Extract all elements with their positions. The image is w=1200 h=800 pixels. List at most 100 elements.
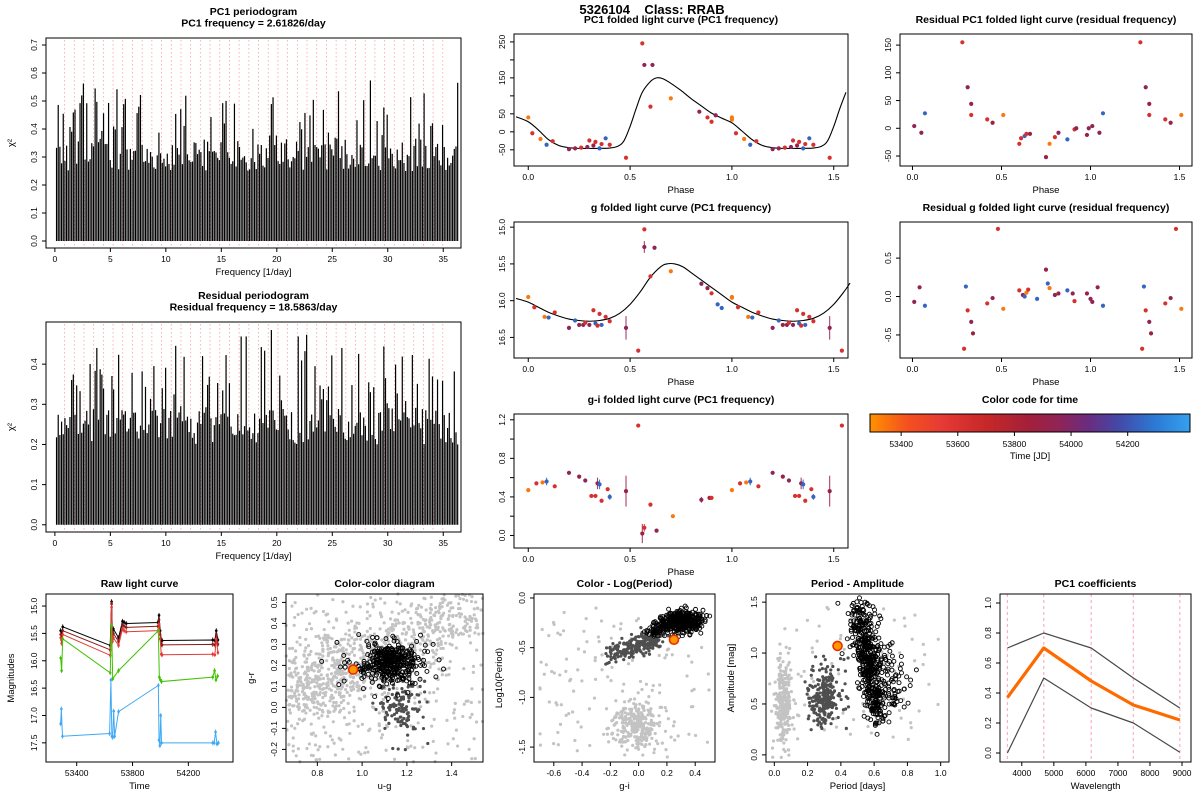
- svg-text:17.5: 17.5: [29, 734, 39, 751]
- time-colorbar-legend: Color code for time 53400 53600 53800 54000 5…: [856, 392, 1200, 469]
- svg-text:0.0: 0.0: [907, 172, 919, 182]
- svg-text:16.0: 16.0: [497, 292, 507, 309]
- svg-text:Phase: Phase: [668, 567, 695, 578]
- svg-text:0.4: 0.4: [689, 768, 701, 778]
- svg-text:PC1 folded light curve (PC1 fr: PC1 folded light curve (PC1 frequency): [584, 14, 778, 26]
- svg-text:15.5: 15.5: [497, 255, 507, 272]
- svg-text:0.3: 0.3: [269, 638, 279, 650]
- svg-text:0.2: 0.2: [29, 179, 39, 191]
- svg-text:-50: -50: [883, 150, 893, 163]
- svg-text:16.5: 16.5: [497, 329, 507, 346]
- svg-text:Phase: Phase: [668, 185, 695, 196]
- svg-text:0.0: 0.0: [633, 768, 645, 778]
- svg-text:50: 50: [497, 109, 507, 119]
- svg-text:15.0: 15.0: [497, 219, 507, 236]
- svg-text:15: 15: [217, 254, 227, 264]
- svg-text:17.0: 17.0: [29, 707, 39, 724]
- svg-text:16.0: 16.0: [29, 652, 39, 669]
- svg-text:0.5: 0.5: [29, 95, 39, 107]
- panel-residual-periodogram: Residual periodogram Residual frequency =…: [2, 288, 468, 573]
- svg-text:1.5: 1.5: [1174, 364, 1186, 374]
- svg-text:0.5: 0.5: [624, 554, 636, 564]
- svg-text:0.6: 0.6: [29, 67, 39, 79]
- svg-text:Color code for time: Color code for time: [982, 394, 1078, 406]
- svg-text:0.8: 0.8: [311, 768, 323, 778]
- svg-text:0.0: 0.0: [269, 701, 279, 713]
- svg-text:Residual PC1 folded light curv: Residual PC1 folded light curve (residua…: [916, 14, 1177, 26]
- gi-folded-chart: g-i folded light curve (PC1 frequency) 0.…: [497, 394, 849, 578]
- svg-text:0.5: 0.5: [269, 596, 279, 608]
- pc1-folded-chart: PC1 folded light curve (PC1 frequency) 0.…: [497, 14, 849, 196]
- svg-text:g-i: g-i: [619, 781, 630, 792]
- panel-pc1-periodogram: PC1 periodogram PC1 frequency = 2.61826/d…: [2, 4, 468, 289]
- panel-color-logperiod: Color - Log(Period) -0.6 -0.4 -0.2 0.0 0.2 0.4…: [490, 576, 722, 800]
- svg-text:20: 20: [272, 254, 282, 264]
- svg-text:5: 5: [108, 538, 113, 548]
- svg-text:30: 30: [383, 254, 393, 264]
- svg-text:0.3: 0.3: [29, 151, 39, 163]
- svg-text:Residual frequency = 18.5863/d: Residual frequency = 18.5863/day: [170, 302, 338, 314]
- svg-text:u-g: u-g: [378, 781, 392, 792]
- svg-text:0.7: 0.7: [29, 39, 39, 51]
- svg-text:0.3: 0.3: [29, 398, 39, 410]
- svg-text:-50: -50: [497, 143, 507, 156]
- svg-text:Phase: Phase: [1033, 377, 1060, 388]
- svg-text:Color - Log(Period): Color - Log(Period): [577, 578, 673, 590]
- svg-text:0.0: 0.0: [29, 519, 39, 531]
- svg-text:0.4: 0.4: [29, 123, 39, 135]
- svg-text:Frequency [1/day]: Frequency [1/day]: [215, 267, 291, 278]
- svg-text:0.4: 0.4: [497, 491, 507, 503]
- svg-text:10: 10: [161, 254, 171, 264]
- res-pc1-folded-chart: Residual PC1 folded light curve (residua…: [883, 14, 1193, 196]
- svg-text:30: 30: [383, 538, 393, 548]
- svg-text:1.2: 1.2: [497, 414, 507, 426]
- svg-text:0: 0: [497, 129, 507, 134]
- svg-text:-0.2: -0.2: [269, 742, 279, 757]
- svg-text:-0.6: -0.6: [546, 768, 561, 778]
- svg-text:0: 0: [53, 538, 58, 548]
- svg-text:20: 20: [272, 538, 282, 548]
- svg-text:0.8: 0.8: [497, 452, 507, 464]
- svg-text:Phase: Phase: [668, 377, 695, 388]
- svg-text:1.0: 1.0: [726, 554, 738, 564]
- res-g-folded-chart: Residual g folded light curve (residual …: [883, 202, 1193, 388]
- svg-text:15.5: 15.5: [29, 625, 39, 642]
- svg-text:χ²: χ²: [6, 423, 17, 431]
- svg-text:0.0: 0.0: [497, 529, 507, 541]
- svg-text:1.0: 1.0: [726, 364, 738, 374]
- svg-text:1.2: 1.2: [401, 768, 413, 778]
- svg-text:54000: 54000: [1059, 439, 1083, 449]
- svg-text:35: 35: [439, 254, 449, 264]
- panel-pc1-folded-light-curve: PC1 folded light curve (PC1 frequency) 0.…: [472, 12, 856, 201]
- svg-text:Time [JD]: Time [JD]: [1010, 451, 1050, 462]
- svg-text:50: 50: [883, 96, 893, 106]
- panel-color-color-diagram: Color-color diagram 0.8 1.0 1.2 1.4 -0.2 -0.1 0…: [242, 576, 490, 800]
- svg-text:Frequency [1/day]: Frequency [1/day]: [215, 551, 291, 562]
- svg-text:PC1 frequency = 2.61826/day: PC1 frequency = 2.61826/day: [181, 18, 326, 30]
- svg-text:Residual g folded light curve: Residual g folded light curve (residual …: [923, 202, 1170, 214]
- svg-text:1.5: 1.5: [828, 364, 840, 374]
- svg-text:0: 0: [883, 126, 893, 131]
- panel-g-folded-light-curve: g folded light curve (PC1 frequency) 0.0 0…: [472, 200, 856, 393]
- svg-text:25: 25: [328, 538, 338, 548]
- svg-text:54200: 54200: [177, 768, 201, 778]
- svg-text:0.4: 0.4: [29, 358, 39, 370]
- svg-text:Log10(Period): Log10(Period): [494, 648, 505, 708]
- panel-raw-light-curve: Raw light curve 53400 53800 54200 15.0 15.5 16…: [2, 576, 240, 800]
- color-logperiod-chart: Color - Log(Period) -0.6 -0.4 -0.2 0.0 0.2 0.4…: [494, 578, 716, 792]
- svg-text:35: 35: [439, 538, 449, 548]
- svg-text:150: 150: [883, 38, 893, 52]
- svg-text:0.0: 0.0: [883, 290, 893, 302]
- svg-text:0.1: 0.1: [29, 207, 39, 219]
- svg-text:-0.1: -0.1: [269, 721, 279, 736]
- svg-text:-0.2: -0.2: [603, 768, 618, 778]
- svg-text:1.0: 1.0: [1085, 364, 1097, 374]
- svg-text:0.0: 0.0: [517, 592, 527, 604]
- svg-text:Period - Amplitude: Period - Amplitude: [811, 578, 904, 590]
- panel-residual-pc1-folded: Residual PC1 folded light curve (residua…: [856, 12, 1200, 201]
- svg-text:-1.0: -1.0: [517, 690, 527, 705]
- svg-text:-0.5: -0.5: [517, 640, 527, 655]
- svg-text:-1.5: -1.5: [517, 739, 527, 754]
